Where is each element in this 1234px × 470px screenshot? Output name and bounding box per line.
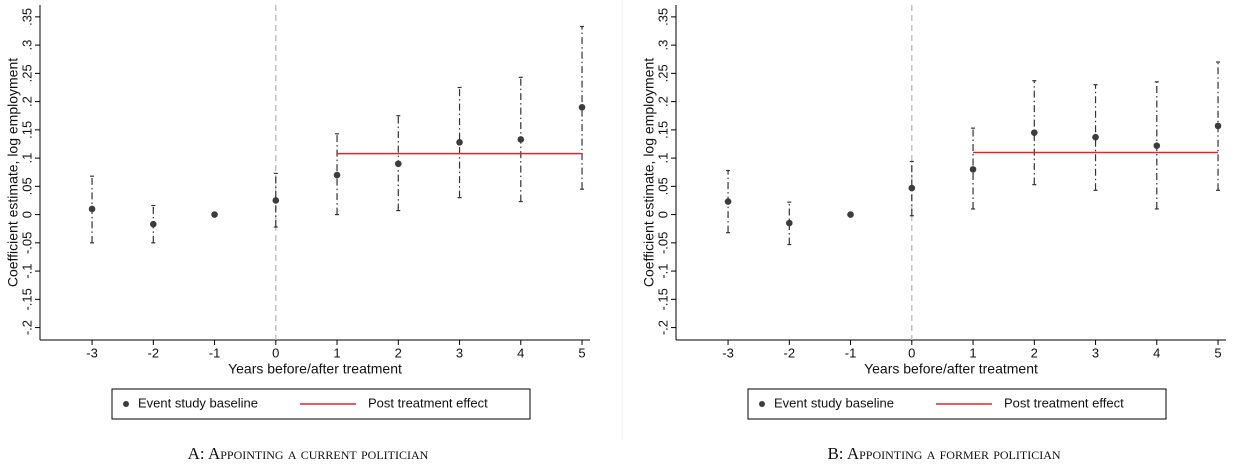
y-axis-title: Coefficient estimate, log employment [641,58,657,287]
x-tick-label: 2 [1031,345,1038,360]
x-tick-label: 1 [969,345,976,360]
y-tick-label: -.15 [655,288,670,310]
x-tick-label: 4 [1153,345,1160,360]
y-tick-label: .3 [19,40,34,51]
x-axis-title: Years before/after treatment [864,361,1038,377]
point [272,197,280,204]
caption: A: Appointing a current politician [188,444,429,463]
y-tick-label: -.15 [19,288,34,310]
y-tick-label: .3 [655,40,670,51]
point [333,171,341,179]
point [724,198,732,205]
y-tick-label: .25 [19,64,34,82]
point [908,184,916,192]
y-tick-label: .35 [19,8,34,26]
point [394,160,402,168]
y-tick-label: .15 [19,121,34,139]
panel: -.2 -.15 -.1 -.05 0 .05 .1 .15 .2 .25 .3 .35 -3 -2 -1 0… [641,5,1226,463]
y-tick-label: .15 [655,121,670,139]
point [150,220,157,228]
y-tick-label: 0 [19,211,34,218]
point [1092,133,1099,141]
x-tick-label: 0 [272,345,279,360]
x-tick-label: 5 [578,345,585,360]
legend-label: Post treatment effect [368,395,488,410]
point [211,211,218,218]
x-tick-label: 2 [395,345,402,360]
point [847,211,854,218]
y-tick-label: .25 [655,64,670,82]
legend-label: Event study baseline [138,395,258,410]
y-tick-label: 0 [655,211,670,218]
y-tick-label: -.05 [19,232,34,254]
y-tick-label: -.05 [655,232,670,254]
x-tick-label: -3 [722,345,734,360]
point [517,136,525,143]
x-axis-title: Years before/after treatment [228,361,402,377]
y-tick-label: .2 [655,96,670,107]
point [456,138,463,146]
panel: -.2 -.15 -.1 -.05 0 .05 .1 .15 .2 .25 .3 .35 -3 -2 -1 0… [5,5,590,463]
y-tick-label: .05 [19,177,34,195]
x-tick-label: -2 [148,345,160,360]
point [1214,122,1222,130]
x-tick-label: 5 [1214,345,1221,360]
point [578,103,586,111]
point [88,205,96,213]
legend-marker [759,401,765,407]
y-axis-title: Coefficient estimate, log employment [5,58,21,287]
y-tick-label: -.1 [19,263,34,278]
x-tick-label: 3 [456,345,463,360]
legend-label: Post treatment effect [1004,395,1124,410]
y-tick-label: -.1 [655,263,670,278]
y-tick-label: -.2 [655,320,670,335]
x-tick-label: 0 [908,345,915,360]
caption: B: Appointing a former politician [827,444,1060,463]
y-tick-label: .1 [19,153,34,164]
y-tick-label: .05 [655,177,670,195]
x-tick-label: -1 [209,345,221,360]
point [969,166,977,173]
x-tick-label: -1 [845,345,857,360]
legend-label: Event study baseline [774,395,894,410]
point [1153,142,1161,149]
x-tick-label: 4 [517,345,524,360]
legend-marker [123,401,129,407]
x-tick-label: -2 [784,345,796,360]
x-tick-label: -3 [86,345,98,360]
x-tick-label: 1 [333,345,340,360]
y-tick-label: .2 [19,96,34,107]
point [786,219,793,227]
y-tick-label: .1 [655,153,670,164]
y-tick-label: .35 [655,8,670,26]
y-tick-label: -.2 [19,320,34,335]
point [1030,129,1038,136]
x-tick-label: 3 [1092,345,1099,360]
